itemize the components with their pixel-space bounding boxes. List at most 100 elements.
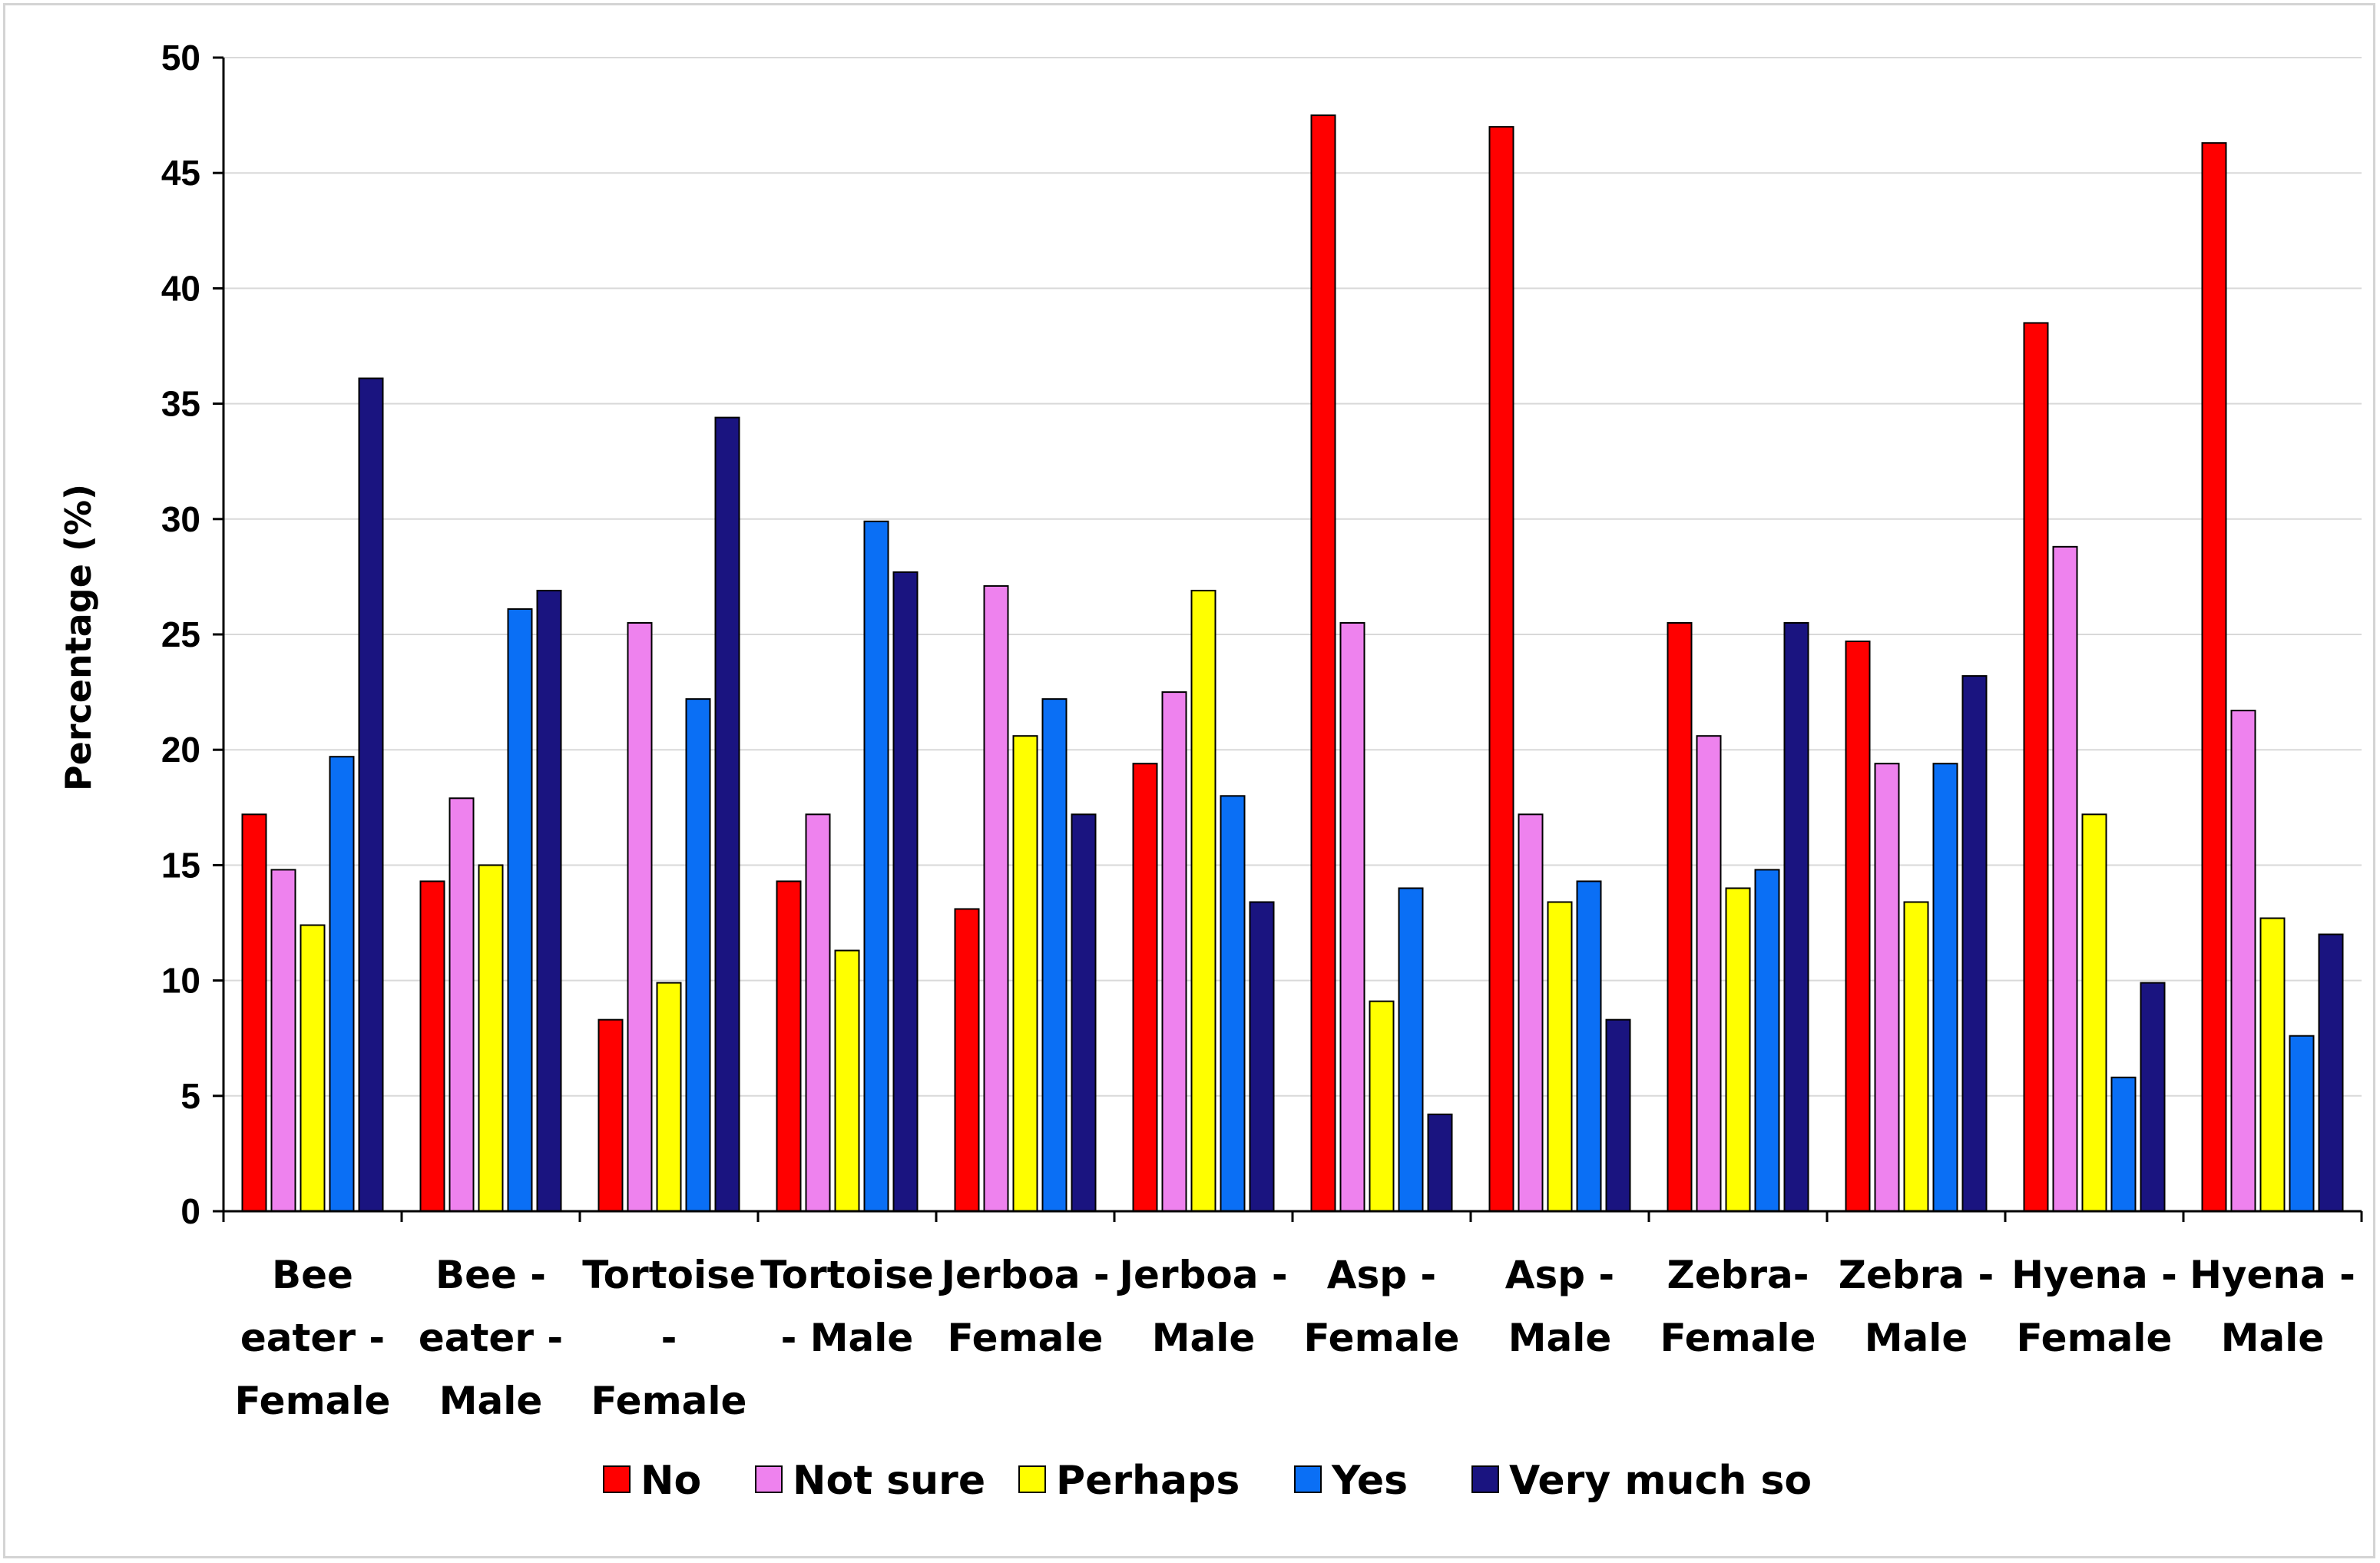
bar-no [1310, 114, 1336, 1213]
bar-very-much-so [536, 589, 562, 1212]
x-category-label: Male [1152, 1316, 1256, 1360]
x-category-label: Female [1304, 1316, 1460, 1360]
x-category-label: Hyena - [2011, 1253, 2177, 1297]
y-tick-label: 40 [161, 268, 200, 308]
bar-not-sure [1518, 813, 1544, 1212]
bar-not-sure [627, 621, 653, 1212]
legend-swatch [1018, 1465, 1046, 1493]
x-category-label: Jerboa - [938, 1253, 1109, 1297]
x-category-label: eater - [240, 1316, 385, 1360]
bar-no [241, 813, 267, 1212]
y-tick-label: 30 [161, 499, 200, 539]
bar-very-much-so [1071, 813, 1097, 1212]
bar-yes [1041, 698, 1068, 1212]
bar-very-much-so [1249, 901, 1275, 1212]
bar-no [1132, 763, 1158, 1212]
bar-very-much-so [1783, 621, 1809, 1212]
x-category-label: Asp - [1327, 1253, 1436, 1297]
bar-no [776, 880, 802, 1212]
y-tick-label: 35 [161, 384, 200, 424]
y-tick-label: 0 [180, 1191, 200, 1231]
x-category-label: Female [2017, 1316, 2173, 1360]
bar-very-much-so [1605, 1018, 1631, 1212]
bar-perhaps [1012, 735, 1038, 1212]
x-category-labels: Bee eater - Female Bee - eater - Male Tortoise… [235, 1253, 2355, 1423]
bar-yes [1220, 795, 1246, 1212]
legend-label: Perhaps [1056, 1458, 1240, 1504]
bar-perhaps [300, 924, 326, 1213]
bar-very-much-so [1961, 675, 1988, 1212]
bar-not-sure [805, 813, 831, 1212]
legend-label: Not sure [793, 1458, 985, 1504]
x-category-label: Zebra - [1839, 1253, 1994, 1297]
bar-yes [685, 698, 711, 1212]
x-category-label: Male [1508, 1316, 1612, 1360]
bar-yes [1398, 887, 1424, 1212]
x-category-label: Bee [272, 1253, 353, 1297]
x-category-label: Male [439, 1379, 543, 1423]
bar-not-sure [1696, 735, 1722, 1212]
bar-perhaps [478, 864, 504, 1213]
y-tick-label: 50 [161, 38, 200, 78]
bar-not-sure [1339, 621, 1365, 1212]
bar-very-much-so [714, 416, 740, 1212]
x-category-label: Asp - [1505, 1253, 1614, 1297]
bar-yes [1576, 880, 1602, 1212]
axes [213, 56, 2363, 1222]
bar-perhaps [2081, 813, 2107, 1212]
bar-yes [2110, 1076, 2137, 1212]
bar-not-sure [1874, 763, 1900, 1212]
bar-perhaps [834, 949, 860, 1212]
bar-very-much-so [2318, 933, 2344, 1213]
y-tick-label: 15 [161, 845, 200, 885]
bar-no [954, 908, 980, 1212]
x-category-label: Tortoise [760, 1253, 934, 1297]
gridlines [223, 57, 2362, 1097]
bar-yes [1932, 763, 1958, 1212]
x-category-label: Female [235, 1379, 391, 1423]
x-category-label: Bee - [435, 1253, 546, 1297]
bar-very-much-so [358, 377, 384, 1212]
bar-perhaps [1725, 887, 1751, 1212]
bar-not-sure [983, 584, 1009, 1212]
bar-perhaps [1190, 589, 1216, 1212]
bar-no [2201, 142, 2227, 1213]
bar-no [1488, 126, 1514, 1212]
bar-yes [1754, 869, 1780, 1212]
bar-perhaps [1903, 901, 1929, 1212]
bar-yes [507, 608, 533, 1212]
bar-no [597, 1018, 624, 1212]
bar-no [419, 880, 445, 1212]
bar-very-much-so [2140, 982, 2166, 1212]
x-category-label: Tortoise [582, 1253, 756, 1297]
x-category-label: eater - [419, 1316, 563, 1360]
legend-swatch [1471, 1465, 1499, 1493]
x-category-label: Female [948, 1316, 1104, 1360]
legend-swatch [1294, 1465, 1322, 1493]
bar-not-sure [2052, 545, 2078, 1212]
x-category-label: Zebra- [1667, 1253, 1809, 1297]
x-category-label: - Male [781, 1316, 914, 1360]
x-category-label: Male [2221, 1316, 2325, 1360]
legend-label: Yes [1331, 1458, 1408, 1504]
y-tick-label: 45 [161, 153, 200, 193]
bar-yes [329, 756, 355, 1212]
legend-label: Very much so [1509, 1458, 1812, 1504]
bar-yes [863, 520, 889, 1212]
bar-perhaps [1369, 1000, 1395, 1212]
x-category-label: Female [1660, 1316, 1816, 1360]
bar-very-much-so [892, 571, 919, 1212]
legend: No Not sure Perhaps Yes Very much so [603, 1458, 1812, 1504]
legend-label: No [641, 1458, 701, 1504]
y-tick-label: 20 [161, 730, 200, 770]
x-category-label: Hyena - [2190, 1253, 2355, 1297]
y-tick-label: 10 [161, 961, 200, 1001]
bar-not-sure [449, 797, 475, 1213]
bar-not-sure [270, 869, 296, 1212]
x-category-label: - [661, 1316, 677, 1360]
y-tick-label: 5 [180, 1076, 200, 1116]
bar-no [1667, 621, 1693, 1212]
bar-no [1845, 641, 1871, 1212]
bar-perhaps [2259, 917, 2286, 1212]
bars [241, 114, 2344, 1213]
